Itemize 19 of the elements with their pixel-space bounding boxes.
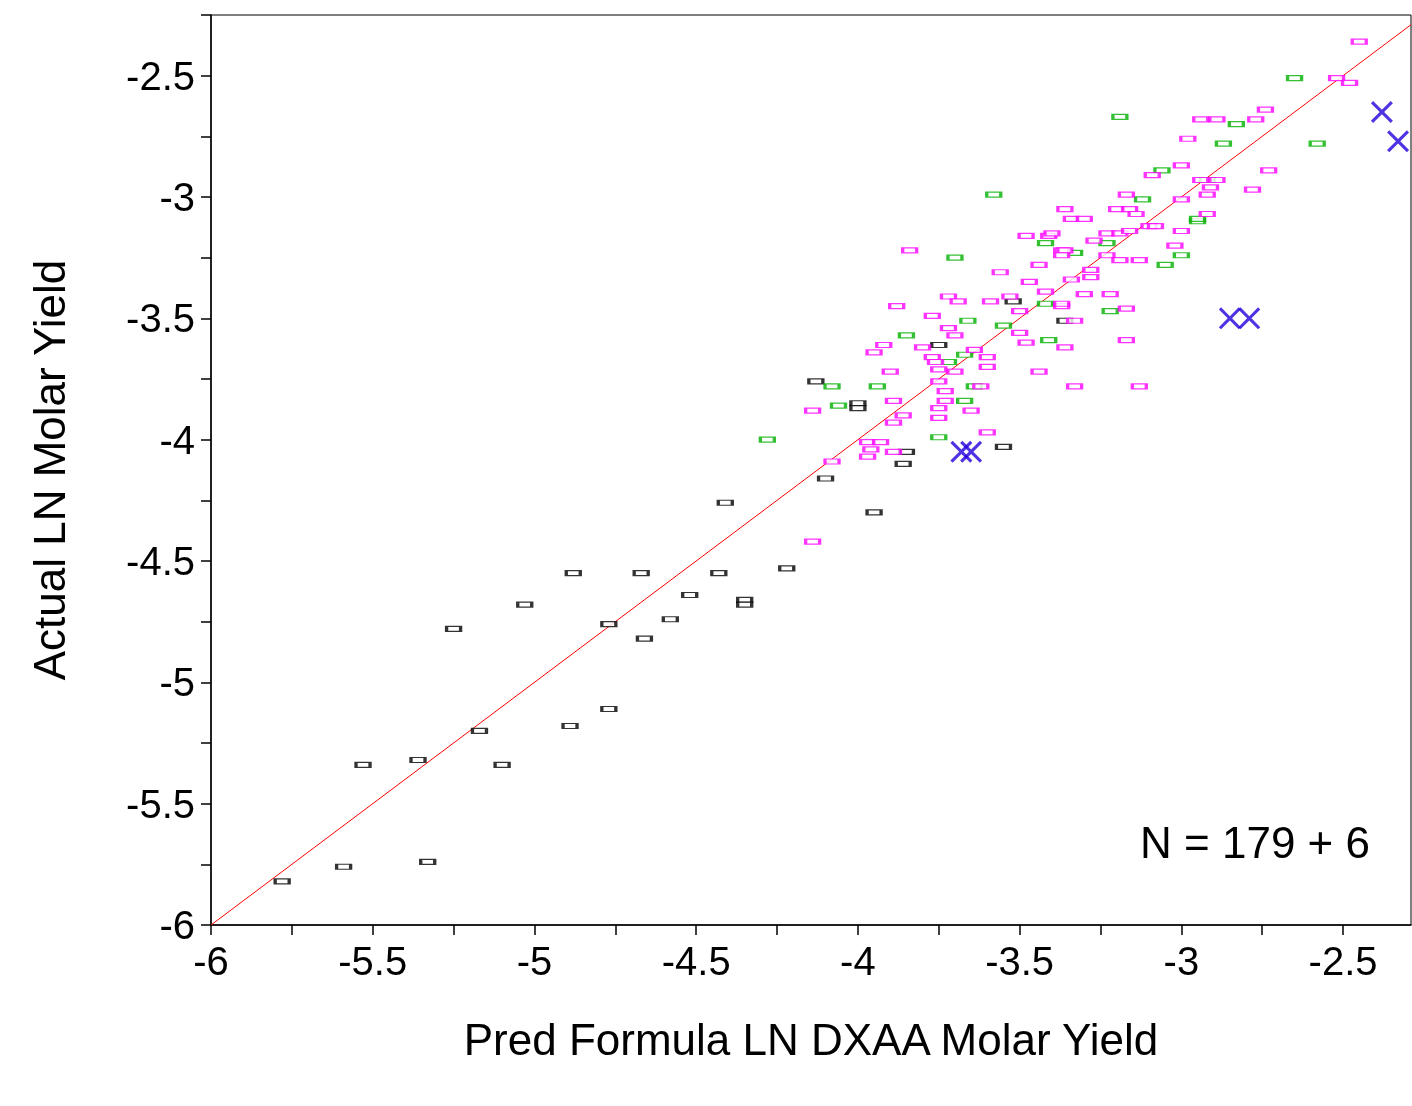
y-axis-title: Actual LN Molar Yield	[24, 259, 74, 681]
y-tick-label: -2.5	[126, 53, 195, 98]
x-tick-label: -5.5	[338, 939, 408, 983]
x-tick-label: -3	[1163, 939, 1200, 983]
y-tick-label: -3	[159, 175, 195, 219]
y-tick-label: -5	[159, 660, 195, 705]
annotation: N = 179 + 6	[1140, 817, 1371, 867]
x-tick-label: -4	[840, 939, 876, 983]
y-tick-label: -6	[159, 903, 195, 947]
x-tick-label: -6	[193, 939, 229, 983]
x-tick-label: -4.5	[661, 939, 731, 983]
x-tick-label: -3.5	[985, 939, 1055, 983]
x-axis-title: Pred Formula LN DXAA Molar Yield	[463, 1014, 1159, 1064]
y-tick-label: -3.5	[126, 296, 195, 341]
x-tick-label: -2.5	[1308, 939, 1378, 983]
y-tick-label: -4.5	[126, 539, 195, 583]
y-tick-label: -5.5	[126, 781, 195, 826]
y-tick-label: -4	[159, 417, 195, 462]
x-tick-label: -5	[516, 939, 553, 983]
